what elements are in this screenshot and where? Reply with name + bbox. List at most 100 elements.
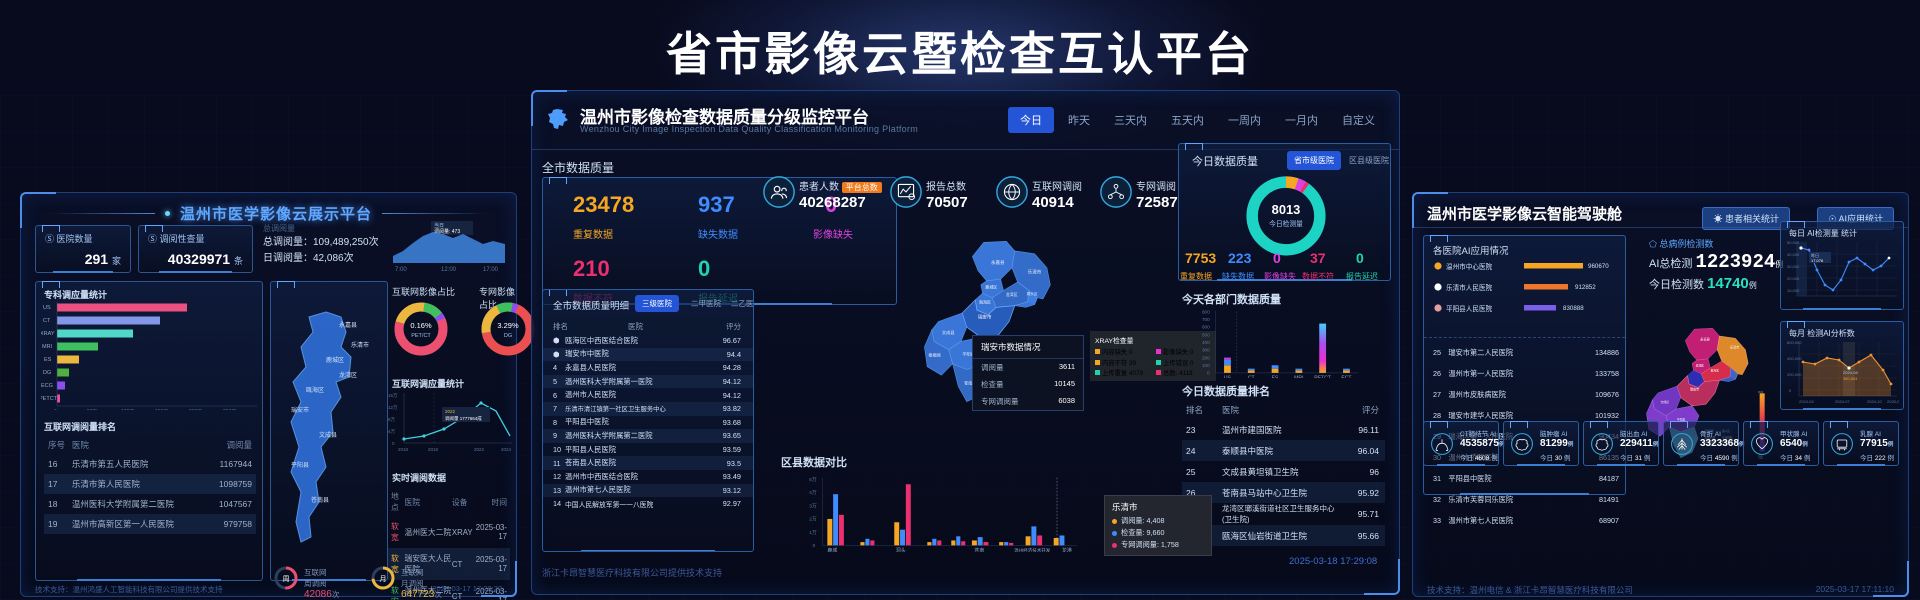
svg-text:7:00: 7:00 xyxy=(395,267,407,273)
svg-text:0.16%: 0.16% xyxy=(410,321,432,330)
svg-text:ECT: ECT xyxy=(1341,376,1351,378)
svg-text:PET/CT: PET/CT xyxy=(411,333,431,339)
svg-text:瓯海区: 瓯海区 xyxy=(979,299,991,304)
svg-text:2022: 2022 xyxy=(445,409,456,414)
svg-text:永嘉县: 永嘉县 xyxy=(991,259,1005,266)
svg-text:调阅量 1777664成: 调阅量 1777664成 xyxy=(445,415,482,422)
svg-text:400: 400 xyxy=(1202,340,1210,345)
svg-text:文成县: 文成县 xyxy=(1661,400,1669,404)
svg-text:DG: DG xyxy=(504,333,512,339)
svg-text:0: 0 xyxy=(54,409,57,410)
svg-text:800: 800 xyxy=(1202,310,1210,314)
svg-text:洞头: 洞头 xyxy=(896,547,906,552)
svg-text:12万: 12万 xyxy=(388,405,398,411)
svg-text:2024-10: 2024-10 xyxy=(1867,399,1882,404)
svg-text:2022: 2022 xyxy=(474,447,485,452)
svg-text:苍南: 苍南 xyxy=(974,547,984,552)
svg-text:17:00: 17:00 xyxy=(483,267,499,273)
svg-text:3.29%: 3.29% xyxy=(497,321,519,330)
svg-text:永嘉县: 永嘉县 xyxy=(339,321,357,329)
svg-text:洞头区: 洞头区 xyxy=(1027,291,1038,296)
svg-text:300: 300 xyxy=(1202,348,1210,353)
svg-text:温州经济技术开发: 温州经济技术开发 xyxy=(1014,547,1051,552)
svg-text:0: 0 xyxy=(1789,388,1792,393)
svg-text:250万: 250万 xyxy=(223,409,236,410)
svg-text:5万: 5万 xyxy=(809,477,817,483)
svg-text:龙湾区: 龙湾区 xyxy=(339,371,357,379)
svg-text:US: US xyxy=(43,305,51,311)
svg-text:600: 600 xyxy=(1202,325,1210,330)
svg-text:10,000: 10,000 xyxy=(1787,288,1800,293)
svg-text:当日: 当日 xyxy=(434,222,444,229)
svg-text:30,000: 30,000 xyxy=(1787,264,1800,269)
svg-text:12:00: 12:00 xyxy=(441,267,457,273)
svg-text:苍南县: 苍南县 xyxy=(311,496,329,504)
svg-text:2万: 2万 xyxy=(809,517,817,523)
svg-text:平阳县人民医院: 平阳县人民医院 xyxy=(1446,304,1493,313)
svg-text:200,000: 200,000 xyxy=(1787,372,1802,377)
svg-text:100: 100 xyxy=(1202,363,1210,368)
svg-text:鹿城区: 鹿城区 xyxy=(985,285,997,290)
svg-text:2025-01: 2025-01 xyxy=(1887,399,1899,404)
svg-text:瓯海区: 瓯海区 xyxy=(1711,369,1719,373)
svg-text:4万: 4万 xyxy=(388,429,396,435)
svg-text:830888: 830888 xyxy=(1563,305,1584,312)
svg-text:瑞安市: 瑞安市 xyxy=(1690,387,1700,392)
svg-text:ES: ES xyxy=(44,357,52,363)
svg-text:龙港: 龙港 xyxy=(1062,547,1072,552)
svg-text:瑞安市: 瑞安市 xyxy=(978,314,992,321)
svg-text:月: 月 xyxy=(380,575,387,583)
svg-text:600,000: 600,000 xyxy=(1787,340,1802,345)
svg-text:ECG: ECG xyxy=(41,383,53,389)
svg-text:鹿城: 鹿城 xyxy=(827,547,837,552)
svg-text:乐清市人民医院: 乐清市人民医院 xyxy=(1446,283,1493,292)
svg-text:2024: 2024 xyxy=(501,447,512,452)
svg-text:150万: 150万 xyxy=(155,409,168,410)
svg-text:17,076: 17,076 xyxy=(1811,258,1824,263)
svg-text:50,000: 50,000 xyxy=(1787,240,1800,245)
svg-text:8万: 8万 xyxy=(388,417,396,423)
svg-text:2019: 2019 xyxy=(428,447,439,452)
svg-text:鹿城区: 鹿城区 xyxy=(1696,364,1704,368)
svg-text:乐清市: 乐清市 xyxy=(351,341,369,349)
svg-text:文成县: 文成县 xyxy=(942,329,955,336)
svg-text:2018: 2018 xyxy=(398,447,409,452)
svg-text:文成县: 文成县 xyxy=(319,431,337,439)
svg-text:ES: ES xyxy=(1272,376,1279,378)
svg-text:乐清市: 乐清市 xyxy=(1028,269,1042,276)
svg-text:PETCT: PETCT xyxy=(1314,376,1331,378)
svg-text:400,000: 400,000 xyxy=(1787,356,1802,361)
svg-text:16万: 16万 xyxy=(388,393,398,399)
svg-text:40,000: 40,000 xyxy=(1787,252,1800,257)
svg-text:瓯海区: 瓯海区 xyxy=(306,386,324,394)
svg-text:0: 0 xyxy=(1207,371,1210,376)
svg-text:960670: 960670 xyxy=(1588,263,1609,270)
svg-text:鹿城区: 鹿城区 xyxy=(326,356,344,364)
svg-text:1万: 1万 xyxy=(809,530,817,536)
svg-text:50万: 50万 xyxy=(87,409,98,410)
svg-text:3万: 3万 xyxy=(809,503,817,509)
svg-text:CT: CT xyxy=(1248,376,1255,378)
svg-text:高: 高 xyxy=(1758,391,1763,395)
svg-text:温州市中心医院: 温州市中心医院 xyxy=(1446,262,1493,271)
svg-text:8013: 8013 xyxy=(1272,202,1301,217)
svg-text:泰顺县: 泰顺县 xyxy=(928,352,941,359)
svg-text:0: 0 xyxy=(392,441,395,446)
svg-text:20,000: 20,000 xyxy=(1787,276,1800,281)
svg-text:PETCT: PETCT xyxy=(41,396,58,402)
svg-text:912852: 912852 xyxy=(1575,284,1596,291)
svg-text:0: 0 xyxy=(812,543,815,549)
svg-text:500: 500 xyxy=(1202,332,1210,337)
svg-text:DG: DG xyxy=(43,370,51,376)
svg-text:CT: CT xyxy=(43,318,51,324)
svg-text:380,804: 380,804 xyxy=(1843,376,1858,381)
svg-text:平阳县: 平阳县 xyxy=(291,461,309,469)
svg-text:周: 周 xyxy=(283,575,290,583)
svg-text:MRI: MRI xyxy=(1294,376,1303,378)
svg-text:2024-07: 2024-07 xyxy=(1835,399,1850,404)
svg-text:龙湾区: 龙湾区 xyxy=(1006,292,1018,297)
svg-text:今日检测量: 今日检测量 xyxy=(1269,219,1303,228)
svg-text:MRI: MRI xyxy=(42,344,53,350)
svg-text:4万: 4万 xyxy=(809,490,817,496)
svg-text:700: 700 xyxy=(1202,317,1210,322)
